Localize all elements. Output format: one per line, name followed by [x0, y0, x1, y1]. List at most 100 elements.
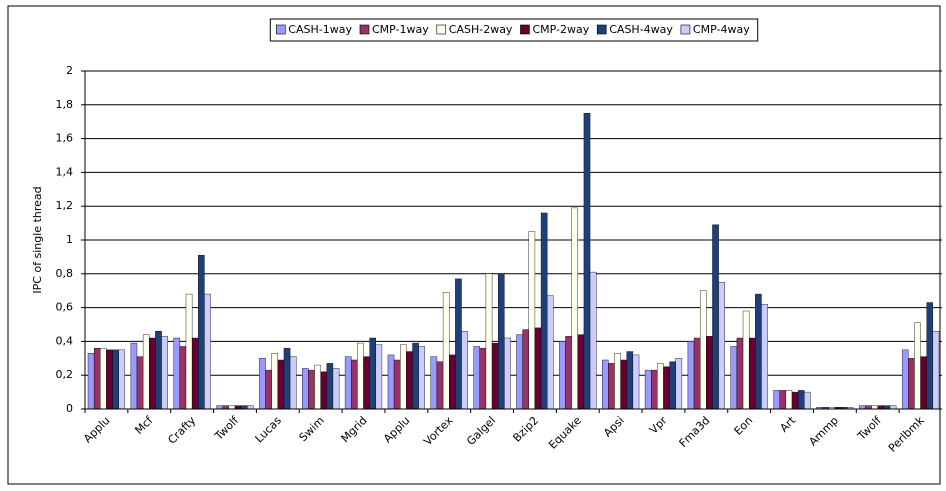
bar	[547, 295, 554, 410]
bar	[901, 349, 909, 410]
legend-label: CMP-4way	[693, 23, 750, 36]
bar	[136, 356, 144, 410]
bar	[920, 356, 927, 410]
bar	[712, 224, 719, 410]
legend-label: CMP-2way	[532, 23, 589, 36]
bar	[779, 390, 787, 410]
y-tick-label: 0,6	[56, 301, 74, 314]
bar	[571, 207, 578, 410]
legend-swatch	[359, 24, 370, 35]
bar	[112, 349, 119, 410]
bar	[889, 405, 897, 410]
bar	[357, 342, 364, 410]
bar	[320, 371, 328, 410]
bar	[155, 331, 162, 410]
bar	[369, 337, 377, 410]
bar	[528, 231, 536, 410]
bar	[332, 368, 340, 410]
bar	[418, 346, 426, 410]
legend-swatch	[436, 24, 447, 35]
bar	[865, 405, 872, 410]
y-tick-label: 0,4	[56, 334, 74, 347]
bar	[412, 342, 419, 410]
bar	[669, 361, 676, 410]
bar	[461, 331, 468, 410]
bar	[240, 405, 248, 410]
bar	[228, 405, 236, 410]
bar	[173, 337, 181, 410]
bar	[87, 353, 95, 410]
bar	[871, 405, 878, 410]
bar	[657, 363, 664, 410]
bar	[742, 310, 750, 410]
bar	[344, 356, 352, 410]
bar	[675, 358, 683, 410]
bar	[736, 337, 744, 410]
bar	[650, 369, 658, 410]
bar	[308, 369, 315, 410]
bar	[932, 331, 940, 410]
y-tick-label: 0	[66, 402, 73, 415]
bar	[663, 366, 670, 410]
bar	[687, 341, 695, 410]
bar	[491, 342, 499, 410]
bar	[204, 293, 211, 410]
bar	[534, 327, 542, 410]
bar	[149, 337, 156, 410]
bar	[522, 329, 529, 410]
bar	[442, 292, 450, 410]
bar	[455, 278, 462, 410]
bar	[589, 271, 597, 410]
bar	[626, 351, 634, 410]
bar	[601, 359, 609, 410]
bar	[400, 344, 407, 410]
y-tick-label: 2	[66, 64, 73, 77]
legend-swatch	[680, 24, 691, 35]
bar	[608, 363, 615, 410]
bar	[632, 354, 640, 410]
bar	[430, 356, 438, 410]
bar	[699, 290, 707, 410]
bar	[326, 363, 334, 410]
bar	[914, 322, 921, 410]
y-tick-label: 0,8	[56, 267, 74, 280]
bar	[473, 346, 480, 410]
bar	[142, 334, 150, 410]
bar	[859, 405, 866, 410]
bar	[791, 391, 799, 410]
bar	[118, 349, 126, 410]
bar	[565, 336, 572, 410]
bar	[351, 359, 358, 410]
bar	[577, 334, 585, 410]
bar	[222, 405, 230, 410]
bar	[804, 391, 811, 410]
bar	[883, 405, 891, 410]
bar	[259, 358, 266, 410]
legend-swatch	[520, 24, 530, 35]
bar	[363, 356, 370, 410]
bar	[271, 353, 279, 410]
chart-border	[7, 5, 941, 485]
y-tick-label: 1,6	[56, 132, 74, 145]
bar	[644, 369, 652, 410]
bar	[247, 405, 254, 410]
bar	[191, 337, 199, 410]
bar	[216, 405, 223, 410]
bar	[161, 336, 168, 410]
bar	[706, 336, 713, 410]
bar	[755, 293, 762, 410]
bar	[540, 212, 548, 410]
bar	[302, 368, 309, 410]
bar	[498, 273, 505, 410]
bar	[130, 342, 138, 410]
bar	[730, 346, 738, 410]
bar	[908, 358, 915, 410]
bar	[620, 359, 627, 410]
bar	[314, 364, 321, 410]
bar	[449, 354, 456, 410]
y-tick-label: 1	[66, 233, 73, 246]
bar	[265, 369, 272, 410]
bar	[436, 361, 444, 410]
legend-swatch	[596, 24, 607, 35]
